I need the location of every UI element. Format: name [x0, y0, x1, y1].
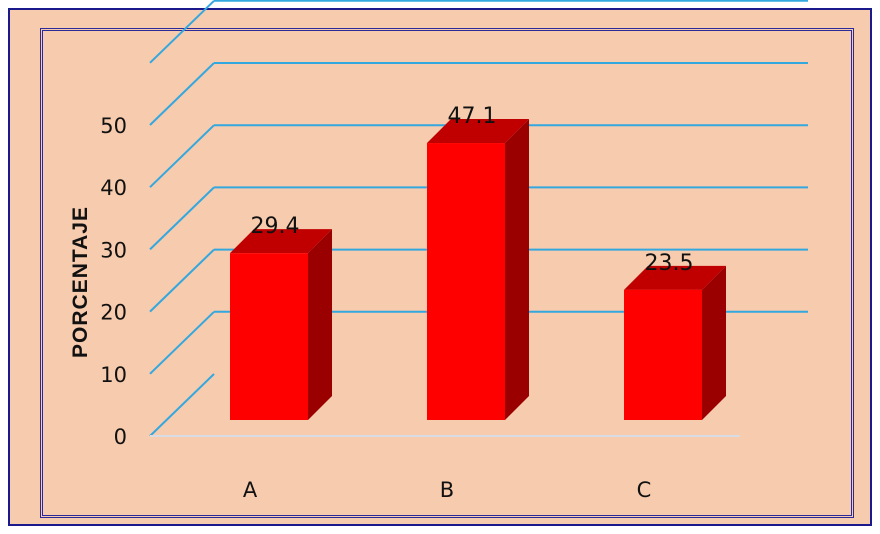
data-label: 29.4: [251, 214, 300, 239]
bar-side: [505, 119, 529, 421]
y-axis-title: PORCENTAJE: [69, 206, 92, 358]
y-tick-label: 40: [100, 176, 127, 200]
y-tick-label: 20: [100, 301, 127, 325]
gridline-diagonal: [149, 124, 215, 188]
bar-front: [427, 143, 505, 420]
bar-C: [624, 265, 726, 420]
gridline-diagonal: [149, 248, 215, 313]
bar-front: [624, 289, 702, 420]
bar-front: [230, 253, 308, 420]
bar-B: [427, 119, 529, 421]
data-label: 47.1: [448, 104, 497, 129]
bar-top: [230, 229, 332, 254]
x-axis-categories: A B C: [243, 478, 652, 502]
category-label: A: [243, 478, 258, 502]
gridline-diagonal: [149, 373, 215, 437]
data-label: 23.5: [645, 251, 694, 276]
bar-side: [702, 265, 726, 420]
gridline-diagonal: [149, 311, 215, 375]
data-labels: 29.4 47.1 23.5: [251, 104, 694, 276]
y-tick-label: 0: [114, 425, 127, 449]
bar-top: [624, 265, 726, 290]
bars: [230, 119, 726, 421]
y-tick-label: 50: [100, 114, 127, 138]
y-tick-label: 10: [100, 363, 127, 387]
bar-top: [427, 119, 529, 144]
bar-side: [308, 229, 332, 420]
y-tick-label: 30: [100, 238, 127, 262]
y-axis-ticks: 0 10 20 30 40 50: [100, 114, 127, 449]
gridline-diagonal: [149, 0, 215, 64]
bar-A: [230, 229, 332, 420]
gridline-diagonal: [149, 186, 215, 251]
category-label: B: [440, 478, 454, 502]
category-label: C: [637, 478, 652, 502]
gridline-diagonal: [149, 62, 215, 126]
